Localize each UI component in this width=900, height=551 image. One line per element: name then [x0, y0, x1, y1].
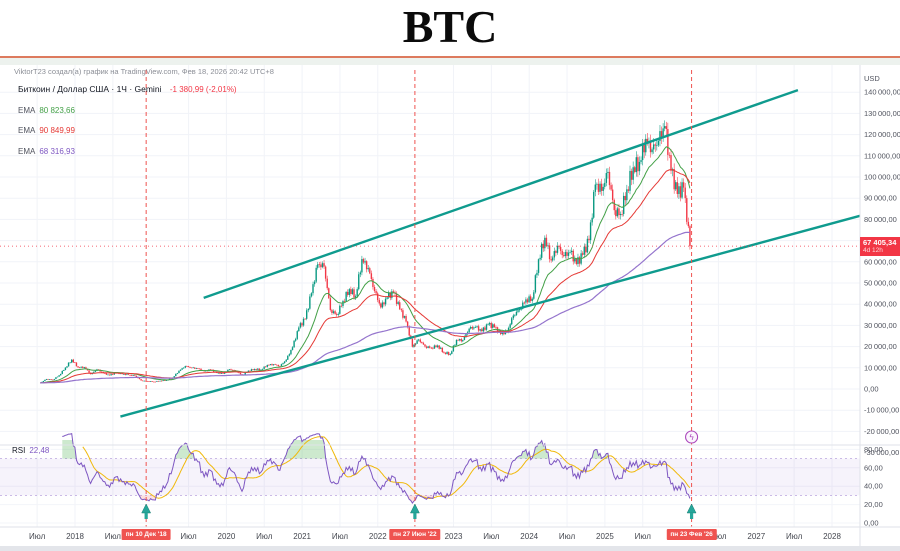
symbol-legend[interactable]: Биткоин / Доллар США · 1Ч · Gemini -1 38… [18, 79, 237, 161]
price-axis[interactable] [860, 65, 900, 527]
svg-text:50 000,00: 50 000,00 [864, 279, 897, 288]
svg-text:40 000,00: 40 000,00 [864, 300, 897, 309]
attribution-text: ViktorT23 создал(а) график на TradingVie… [14, 67, 274, 76]
ema-legend-row[interactable]: EMA 90 849,99 [18, 120, 237, 138]
buy-arrow-icon [686, 503, 697, 519]
rsi-label: RSI [12, 446, 26, 455]
svg-text:Июл: Июл [105, 532, 122, 541]
ema-fast-line [40, 146, 691, 384]
ema-value: 68 316,93 [39, 146, 75, 156]
svg-text:80 000,00: 80 000,00 [864, 215, 897, 224]
svg-text:-30 000,00: -30 000,00 [864, 448, 899, 457]
ema-label: EMA [18, 126, 36, 135]
bottom-scrollbar[interactable] [0, 546, 900, 551]
svg-text:2024: 2024 [520, 532, 538, 541]
channel-lower-line[interactable] [120, 214, 863, 418]
axis-labels: USD 140 000,00 130 000,00 120 000,00 110 000… [29, 74, 900, 541]
svg-text:ϟ: ϟ [689, 433, 694, 442]
bar-countdown: 4d 12h [863, 247, 883, 255]
svg-text:Июл: Июл [559, 532, 576, 541]
svg-text:Июл: Июл [483, 532, 500, 541]
svg-text:40,00: 40,00 [864, 482, 883, 491]
svg-text:2023: 2023 [445, 532, 463, 541]
ema-label: EMA [18, 105, 36, 115]
svg-text:0,00: 0,00 [864, 385, 879, 394]
rsi-line [62, 432, 691, 504]
svg-text:90 000,00: 90 000,00 [864, 194, 897, 203]
svg-text:2025: 2025 [596, 532, 614, 541]
svg-text:Июл: Июл [29, 532, 46, 541]
ema-label: EMA [18, 146, 36, 156]
svg-text:60 000,00: 60 000,00 [864, 257, 897, 266]
channel-upper-line[interactable] [203, 88, 799, 299]
svg-text:10 000,00: 10 000,00 [864, 363, 897, 372]
ema-legend-row[interactable]: EMA 80 823,66 [18, 100, 237, 118]
last-price-label: 67 405,34 4d 12h [860, 237, 900, 257]
ema-slow-line [40, 231, 690, 384]
svg-text:30 000,00: 30 000,00 [864, 321, 897, 330]
price-change: -1 380,99 (-2,01%) [169, 85, 237, 94]
svg-text:2028: 2028 [823, 532, 841, 541]
divider-line [0, 56, 900, 65]
svg-text:Июл: Июл [332, 532, 349, 541]
rsi-ma-line [82, 436, 691, 500]
ema-legend-row[interactable]: EMA 68 316,93 [18, 141, 237, 159]
svg-text:-10 000,00: -10 000,00 [864, 406, 899, 415]
rsi-legend[interactable]: RSI 22,48 [10, 446, 52, 455]
svg-text:110 000,00: 110 000,00 [864, 151, 900, 160]
rsi-band [0, 458, 860, 496]
svg-text:Июл: Июл [710, 532, 727, 541]
page-title: BTC [402, 1, 498, 52]
svg-text:2022: 2022 [369, 532, 387, 541]
svg-text:80,00: 80,00 [864, 445, 883, 454]
svg-text:20,00: 20,00 [864, 500, 883, 509]
event-date-label: пн 27 Июн '22 [389, 529, 441, 540]
svg-text:20 000,00: 20 000,00 [864, 342, 897, 351]
svg-text:2020: 2020 [218, 532, 236, 541]
svg-text:Июл: Июл [786, 532, 803, 541]
svg-text:140 000,00: 140 000,00 [864, 88, 900, 97]
event-date-label: пн 23 Фев '26 [666, 529, 717, 540]
svg-text:60,00: 60,00 [864, 463, 883, 472]
svg-text:Июл: Июл [635, 532, 652, 541]
candles-group [41, 120, 691, 384]
svg-text:130 000,00: 130 000,00 [864, 109, 900, 118]
svg-text:100 000,00: 100 000,00 [864, 173, 900, 182]
event-date-label: пн 10 Дек '18 [121, 529, 171, 540]
flash-event-icon[interactable]: ϟ [685, 430, 699, 444]
buy-arrow-icon [141, 503, 152, 519]
svg-text:Июл: Июл [180, 532, 197, 541]
last-price-value: 67 405,34 [863, 237, 897, 247]
svg-text:0,00: 0,00 [864, 519, 879, 528]
svg-text:USD: USD [864, 74, 880, 83]
ema-value: 90 849,99 [39, 126, 75, 135]
symbol-title: Биткоин / Доллар США · 1Ч · Gemini [18, 84, 162, 94]
buy-arrow-icon [409, 503, 420, 519]
ema-mid-line [40, 169, 691, 384]
svg-text:2027: 2027 [747, 532, 765, 541]
rsi-value: 22,48 [29, 446, 50, 455]
svg-text:120 000,00: 120 000,00 [864, 130, 900, 139]
svg-text:-20 000,00: -20 000,00 [864, 427, 899, 436]
svg-text:Июл: Июл [256, 532, 273, 541]
svg-text:2021: 2021 [293, 532, 311, 541]
ema-value: 80 823,66 [39, 105, 75, 115]
svg-text:2018: 2018 [66, 532, 84, 541]
